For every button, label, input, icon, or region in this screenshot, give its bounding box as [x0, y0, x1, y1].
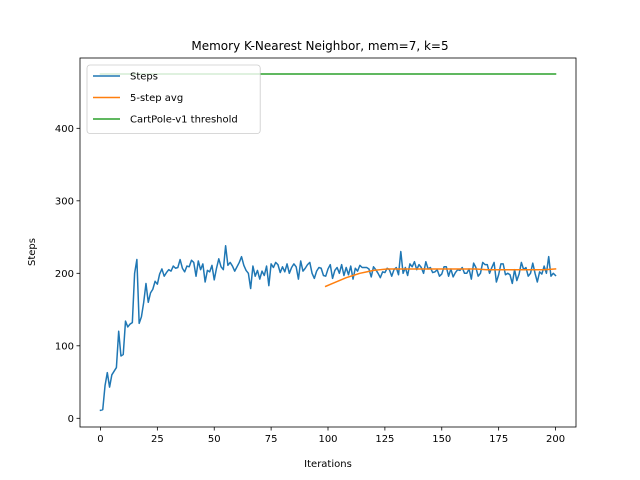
x-axis-ticks: 0 25 50 75 100 125 150 175 200 — [97, 427, 565, 445]
x-axis-label: Iterations — [304, 459, 352, 470]
x-tick-label: 25 — [151, 434, 164, 445]
x-tick-label: 125 — [375, 434, 394, 445]
series-line-2 — [324, 268, 557, 288]
series-line-1 — [99, 245, 557, 412]
legend-label: Steps — [130, 72, 158, 83]
x-tick-label: 50 — [208, 434, 221, 445]
legend: Steps 5-step avg CartPole-v1 threshold — [86, 64, 261, 134]
x-tick-label: 0 — [97, 434, 103, 445]
y-tick-label: 300 — [55, 196, 74, 207]
chart-title: Memory K-Nearest Neighbor, mem=7, k=5 — [191, 39, 448, 53]
x-tick-label: 200 — [546, 434, 565, 445]
legend-label: CartPole-v1 threshold — [130, 115, 238, 126]
x-tick-label: 100 — [318, 434, 337, 445]
x-tick-label: 75 — [265, 434, 278, 445]
y-axis-label: Steps — [27, 238, 38, 266]
y-tick-label: 200 — [55, 269, 74, 280]
x-tick-label: 175 — [489, 434, 508, 445]
y-axis-ticks: 0 100 200 300 400 — [55, 124, 80, 425]
y-tick-label: 100 — [55, 341, 74, 352]
y-tick-label: 400 — [55, 124, 74, 135]
legend-label: 5-step avg — [130, 93, 183, 104]
x-tick-label: 150 — [432, 434, 451, 445]
y-tick-label: 0 — [68, 414, 74, 425]
legend-box — [86, 64, 261, 134]
